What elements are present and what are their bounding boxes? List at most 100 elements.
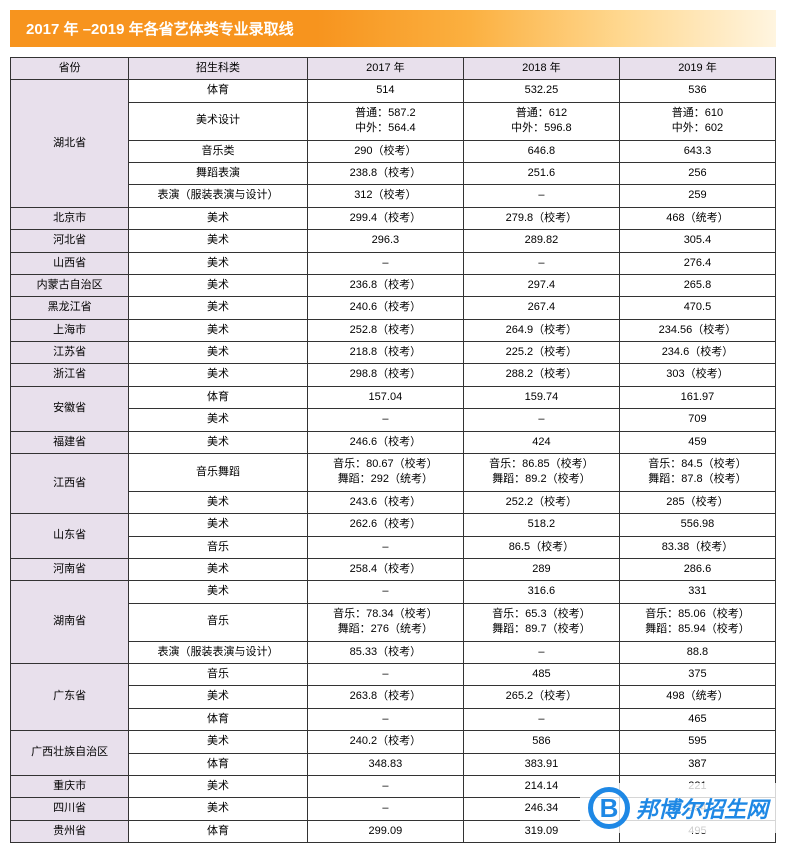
score-cell: 375	[619, 663, 775, 685]
score-cell: 225.2（校考）	[463, 342, 619, 364]
table-row: 上海市美术252.8（校考）264.9（校考）234.56（校考）	[11, 319, 776, 341]
table-row: 内蒙古自治区美术236.8（校考）297.4265.8	[11, 274, 776, 296]
province-cell: 山西省	[11, 252, 129, 274]
table-row: 福建省美术246.6（校考）424459	[11, 431, 776, 453]
score-cell: 290（校考）	[307, 140, 463, 162]
score-cell: 265.8	[619, 274, 775, 296]
province-cell: 四川省	[11, 798, 129, 820]
score-cell: 468（统考）	[619, 207, 775, 229]
category-cell: 音乐	[129, 663, 308, 685]
score-cell: 86.5（校考）	[463, 536, 619, 558]
table-row: 浙江省美术298.8（校考）288.2（校考）303（校考）	[11, 364, 776, 386]
score-cell: 709	[619, 409, 775, 431]
watermark: B 邦博尔招生网	[580, 783, 776, 833]
score-cell: 普通：587.2 中外：564.4	[307, 102, 463, 140]
category-cell: 音乐类	[129, 140, 308, 162]
category-cell: 音乐	[129, 536, 308, 558]
category-cell: 美术	[129, 274, 308, 296]
province-cell: 山东省	[11, 514, 129, 559]
province-cell: 广东省	[11, 663, 129, 730]
th-2019: 2019 年	[619, 58, 775, 80]
category-cell: 美术	[129, 230, 308, 252]
table-row: 江苏省美术218.8（校考）225.2（校考）234.6（校考）	[11, 342, 776, 364]
category-cell: 舞蹈表演	[129, 162, 308, 184]
score-cell: 276.4	[619, 252, 775, 274]
th-category: 招生科类	[129, 58, 308, 80]
category-cell: 体育	[129, 820, 308, 842]
score-cell: 646.8	[463, 140, 619, 162]
category-cell: 音乐	[129, 603, 308, 641]
score-cell: 348.83	[307, 753, 463, 775]
province-cell: 河北省	[11, 230, 129, 252]
table-row: 安徽省体育157.04159.74161.97	[11, 386, 776, 408]
score-cell: 289.82	[463, 230, 619, 252]
province-cell: 内蒙古自治区	[11, 274, 129, 296]
score-cell: 259	[619, 185, 775, 207]
table-row: 广东省音乐–485375	[11, 663, 776, 685]
score-cell: 288.2（校考）	[463, 364, 619, 386]
score-cell: 514	[307, 80, 463, 102]
table-row: 广西壮族自治区美术240.2（校考）586595	[11, 731, 776, 753]
score-cell: 83.38（校考）	[619, 536, 775, 558]
score-cell: 286.6	[619, 558, 775, 580]
score-cell: 586	[463, 731, 619, 753]
score-cell: 262.6（校考）	[307, 514, 463, 536]
score-cell: 264.9（校考）	[463, 319, 619, 341]
score-cell: 556.98	[619, 514, 775, 536]
score-cell: 音乐：86.85（校考） 舞蹈：89.2（校考）	[463, 454, 619, 492]
score-cell: 532.25	[463, 80, 619, 102]
score-cell: 298.8（校考）	[307, 364, 463, 386]
score-cell: 383.91	[463, 753, 619, 775]
table-row: 黑龙江省美术240.6（校考）267.4470.5	[11, 297, 776, 319]
th-province: 省份	[11, 58, 129, 80]
score-cell: –	[307, 409, 463, 431]
score-cell: 88.8	[619, 641, 775, 663]
th-2018: 2018 年	[463, 58, 619, 80]
table-row: 山西省美术––276.4	[11, 252, 776, 274]
score-cell: 305.4	[619, 230, 775, 252]
score-cell: 289	[463, 558, 619, 580]
score-cell: –	[307, 663, 463, 685]
province-cell: 江西省	[11, 454, 129, 514]
category-cell: 体育	[129, 386, 308, 408]
category-cell: 表演（服装表演与设计）	[129, 185, 308, 207]
score-cell: 643.3	[619, 140, 775, 162]
category-cell: 美术	[129, 581, 308, 603]
category-cell: 表演（服装表演与设计）	[129, 641, 308, 663]
score-cell: 音乐：85.06（校考） 舞蹈：85.94（校考）	[619, 603, 775, 641]
score-cell: 312（校考）	[307, 185, 463, 207]
score-cell: 595	[619, 731, 775, 753]
score-cell: 265.2（校考）	[463, 686, 619, 708]
province-cell: 上海市	[11, 319, 129, 341]
table-row: 河南省美术258.4（校考）289286.6	[11, 558, 776, 580]
province-cell: 重庆市	[11, 775, 129, 797]
score-cell: 296.3	[307, 230, 463, 252]
score-cell: 251.6	[463, 162, 619, 184]
score-cell: 音乐：80.67（校考） 舞蹈：292（统考）	[307, 454, 463, 492]
score-cell: 485	[463, 663, 619, 685]
category-cell: 美术	[129, 252, 308, 274]
score-cell: 387	[619, 753, 775, 775]
score-cell: –	[307, 775, 463, 797]
watermark-logo-icon: B	[588, 787, 630, 829]
score-cell: 256	[619, 162, 775, 184]
score-cell: 243.6（校考）	[307, 491, 463, 513]
category-cell: 美术	[129, 364, 308, 386]
score-cell: –	[463, 252, 619, 274]
table-row: 山东省美术262.6（校考）518.2556.98	[11, 514, 776, 536]
score-cell: 音乐：65.3（校考） 舞蹈：89.7（校考）	[463, 603, 619, 641]
score-cell: –	[463, 409, 619, 431]
score-cell: 252.2（校考）	[463, 491, 619, 513]
category-cell: 美术	[129, 775, 308, 797]
category-cell: 美术	[129, 514, 308, 536]
table-row: 江西省音乐舞蹈音乐：80.67（校考） 舞蹈：292（统考）音乐：86.85（校…	[11, 454, 776, 492]
score-cell: 498（统考）	[619, 686, 775, 708]
score-cell: 285（校考）	[619, 491, 775, 513]
province-cell: 江苏省	[11, 342, 129, 364]
category-cell: 美术	[129, 558, 308, 580]
score-cell: 299.4（校考）	[307, 207, 463, 229]
score-cell: 85.33（校考）	[307, 641, 463, 663]
table-row: 北京市美术299.4（校考）279.8（校考）468（统考）	[11, 207, 776, 229]
province-cell: 湖北省	[11, 80, 129, 207]
score-cell: 267.4	[463, 297, 619, 319]
